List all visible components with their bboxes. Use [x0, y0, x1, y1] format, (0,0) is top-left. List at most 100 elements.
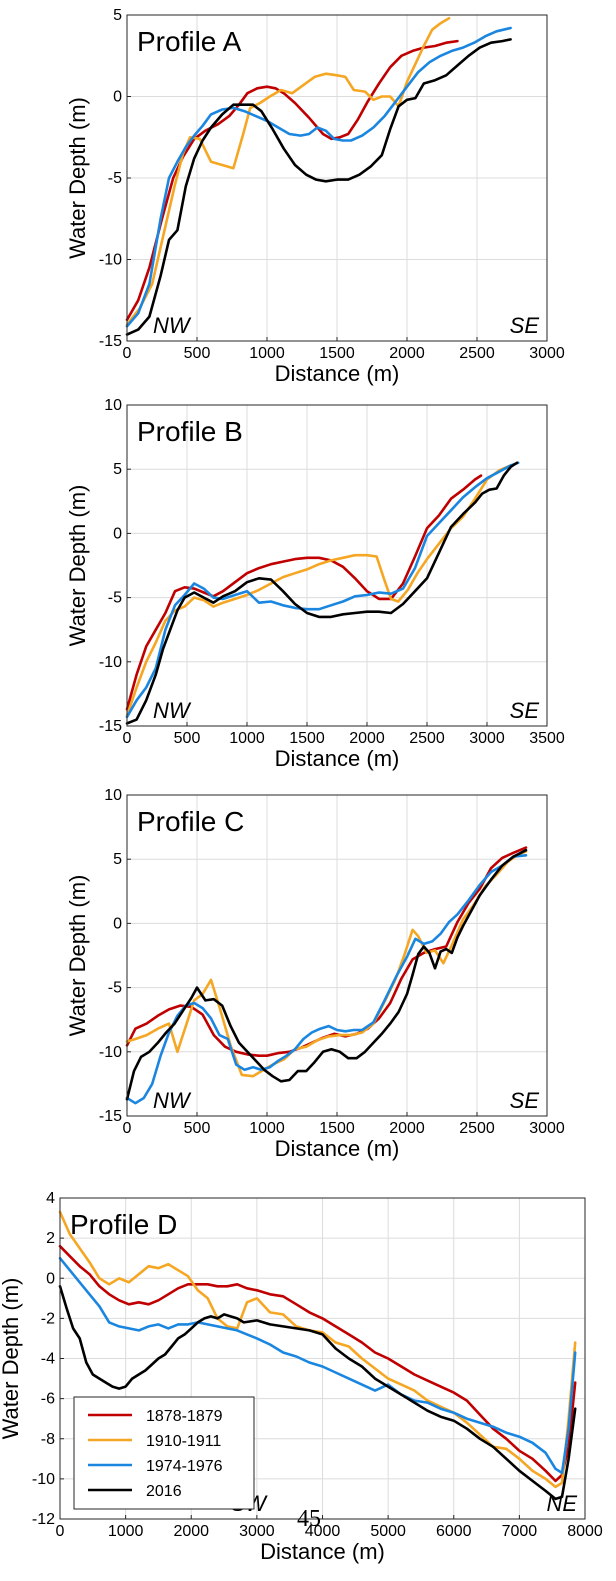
- x-tick-label: 500: [184, 1120, 211, 1137]
- x-axis-label: Distance (m): [275, 746, 400, 771]
- chart-title: Profile C: [137, 806, 244, 837]
- y-tick-label: 5: [113, 7, 122, 24]
- x-tick-label: 0: [123, 1120, 132, 1137]
- x-tick-label: 2000: [173, 1523, 209, 1540]
- y-tick-label: 10: [104, 787, 122, 804]
- x-tick-label: 2500: [409, 730, 445, 747]
- x-tick-label: 3000: [529, 345, 565, 362]
- y-tick-label: 5: [113, 461, 122, 478]
- series-line-1878-1879: [125, 39, 459, 322]
- direction-label-left: NW: [153, 698, 192, 723]
- y-tick-label: -15: [99, 718, 122, 735]
- series-line-1910-1911: [125, 850, 528, 1078]
- y-tick-label: -5: [108, 980, 122, 997]
- page-number: 45: [297, 1506, 321, 1532]
- x-tick-label: 2500: [459, 1120, 495, 1137]
- legend-label: 1878-1879: [146, 1408, 223, 1425]
- chart-title: Profile A: [137, 26, 242, 57]
- y-tick-label: -15: [99, 1108, 122, 1125]
- x-axis-label: Distance (m): [275, 361, 400, 386]
- x-tick-label: 2500: [459, 345, 495, 362]
- y-tick-label: 0: [113, 915, 122, 932]
- x-tick-label: 500: [184, 345, 211, 362]
- x-tick-label: 8000: [567, 1523, 603, 1540]
- y-tick-label: -5: [108, 590, 122, 607]
- chart-title: Profile D: [70, 1209, 177, 1240]
- series-line-1910-1911: [125, 464, 513, 717]
- direction-label-right: SE: [510, 1088, 540, 1113]
- y-axis-label: Water Depth (m): [65, 485, 90, 647]
- x-tick-label: 1500: [289, 730, 325, 747]
- y-tick-label: -10: [32, 1471, 55, 1488]
- y-axis-label: Water Depth (m): [65, 875, 90, 1037]
- series-line-1974-1976: [125, 461, 520, 719]
- series-line-1878-1879: [125, 474, 483, 711]
- x-axis-label: Distance (m): [260, 1539, 385, 1564]
- direction-label-right: SE: [510, 313, 540, 338]
- direction-label-left: NW: [153, 313, 192, 338]
- y-tick-label: -8: [41, 1431, 55, 1448]
- x-tick-label: 1500: [319, 345, 355, 362]
- x-axis-label: Distance (m): [275, 1136, 400, 1161]
- direction-label-right: SE: [510, 698, 540, 723]
- y-tick-label: 4: [46, 1190, 55, 1207]
- legend-label: 1910-1911: [146, 1433, 221, 1450]
- chart-title: Profile B: [137, 416, 243, 447]
- y-tick-label: -12: [32, 1511, 55, 1528]
- x-tick-label: 6000: [436, 1523, 472, 1540]
- x-tick-label: 1000: [229, 730, 265, 747]
- x-tick-label: 3000: [469, 730, 505, 747]
- y-tick-label: -10: [99, 252, 122, 269]
- x-tick-label: 3000: [239, 1523, 275, 1540]
- x-tick-label: 2000: [349, 730, 385, 747]
- series-line-2016: [125, 38, 512, 336]
- x-tick-label: 7000: [502, 1523, 538, 1540]
- series-line-1974-1976: [125, 854, 528, 1105]
- direction-label-right: NE: [546, 1491, 577, 1516]
- chart-profile-a: 0 500 1000 1500 2000 2500 3000 -15 -10 -5 0 5 Distan…: [65, 7, 565, 386]
- y-axis-label: Water Depth (m): [0, 1278, 23, 1440]
- series-line-2016: [125, 461, 519, 725]
- x-tick-label: 1000: [249, 1120, 285, 1137]
- x-tick-label: 1000: [108, 1523, 144, 1540]
- x-tick-label: 0: [123, 730, 132, 747]
- series-line-1974-1976: [125, 26, 512, 328]
- y-tick-label: 0: [113, 525, 122, 542]
- y-tick-label: -2: [41, 1310, 55, 1327]
- x-tick-label: 500: [174, 730, 201, 747]
- x-tick-label: 0: [123, 345, 132, 362]
- y-tick-label: -10: [99, 654, 122, 671]
- x-tick-label: 3000: [529, 1120, 565, 1137]
- chart-profile-c: 0 500 1000 1500 2000 2500 3000 -15 -10 -5 0 5 10 Dist…: [65, 787, 565, 1161]
- legend-label: 2016: [146, 1483, 182, 1500]
- x-tick-label: 5000: [370, 1523, 406, 1540]
- x-tick-label: 3500: [529, 730, 565, 747]
- series-line-2016: [58, 1285, 577, 1501]
- x-tick-label: 0: [56, 1523, 65, 1540]
- y-tick-label: -6: [41, 1391, 55, 1408]
- plot-frame: [126, 404, 548, 727]
- y-tick-label: -10: [99, 1044, 122, 1061]
- chart-profile-b: 0 500 1000 1500 2000 2500 3000 3500 -15 -10 -5 0 5 10…: [65, 397, 565, 771]
- x-tick-label: 2000: [389, 345, 425, 362]
- direction-label-left: NW: [153, 1088, 192, 1113]
- y-tick-label: 2: [46, 1230, 55, 1247]
- y-tick-label: -15: [99, 333, 122, 350]
- legend-label: 1974-1976: [146, 1458, 223, 1475]
- x-tick-label: 4000: [305, 1523, 341, 1540]
- series-line-1878-1879: [58, 1244, 577, 1483]
- y-tick-label: -5: [108, 170, 122, 187]
- x-tick-label: 1000: [249, 345, 285, 362]
- legend: 1878-1879 1910-1911 1974-1976 2016: [73, 1396, 255, 1510]
- y-tick-label: 5: [113, 851, 122, 868]
- y-tick-label: 10: [104, 397, 122, 414]
- x-tick-label: 2000: [389, 1120, 425, 1137]
- chart-profile-d: 0 1000 2000 3000 4000 5000 6000 7000 8000 -12 -10 -…: [0, 1190, 603, 1564]
- y-tick-label: -4: [41, 1351, 55, 1368]
- series-line-2016: [125, 848, 528, 1101]
- y-tick-label: 0: [113, 89, 122, 106]
- series-line-1974-1976: [58, 1256, 577, 1475]
- y-axis-label: Water Depth (m): [65, 97, 90, 259]
- series-line-1910-1911: [58, 1210, 577, 1489]
